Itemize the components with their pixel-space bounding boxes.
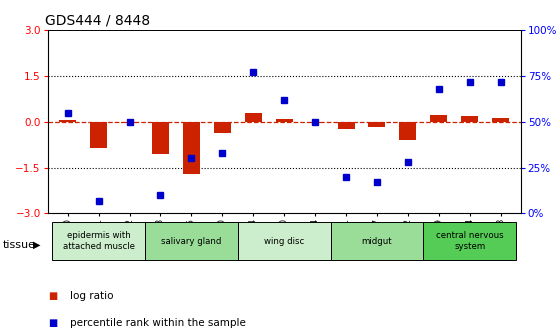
Bar <box>276 119 293 122</box>
Text: wing disc: wing disc <box>264 237 304 246</box>
Text: midgut: midgut <box>362 237 393 246</box>
Bar <box>245 113 262 122</box>
Bar <box>338 122 354 128</box>
Bar <box>399 122 417 140</box>
Bar <box>214 122 231 133</box>
Text: ▶: ▶ <box>32 240 40 250</box>
Text: central nervous
system: central nervous system <box>436 231 503 251</box>
Text: epidermis with
attached muscle: epidermis with attached muscle <box>63 231 134 251</box>
Bar <box>492 118 509 122</box>
Text: tissue: tissue <box>3 240 36 250</box>
Bar <box>121 122 138 123</box>
Bar <box>330 222 423 260</box>
Bar <box>183 122 200 174</box>
Text: salivary gland: salivary gland <box>161 237 222 246</box>
Bar <box>307 122 324 123</box>
Bar <box>423 222 516 260</box>
Text: percentile rank within the sample: percentile rank within the sample <box>70 318 246 328</box>
Text: log ratio: log ratio <box>70 291 114 301</box>
Text: GDS444 / 8448: GDS444 / 8448 <box>45 14 150 28</box>
Bar <box>238 222 330 260</box>
Bar <box>368 122 385 127</box>
Bar <box>59 120 76 122</box>
Bar <box>90 122 107 148</box>
Bar <box>145 222 238 260</box>
Text: ■: ■ <box>49 291 58 301</box>
Bar <box>52 222 145 260</box>
Text: ■: ■ <box>49 318 58 328</box>
Bar <box>461 116 478 122</box>
Bar <box>430 115 447 122</box>
Bar <box>152 122 169 154</box>
